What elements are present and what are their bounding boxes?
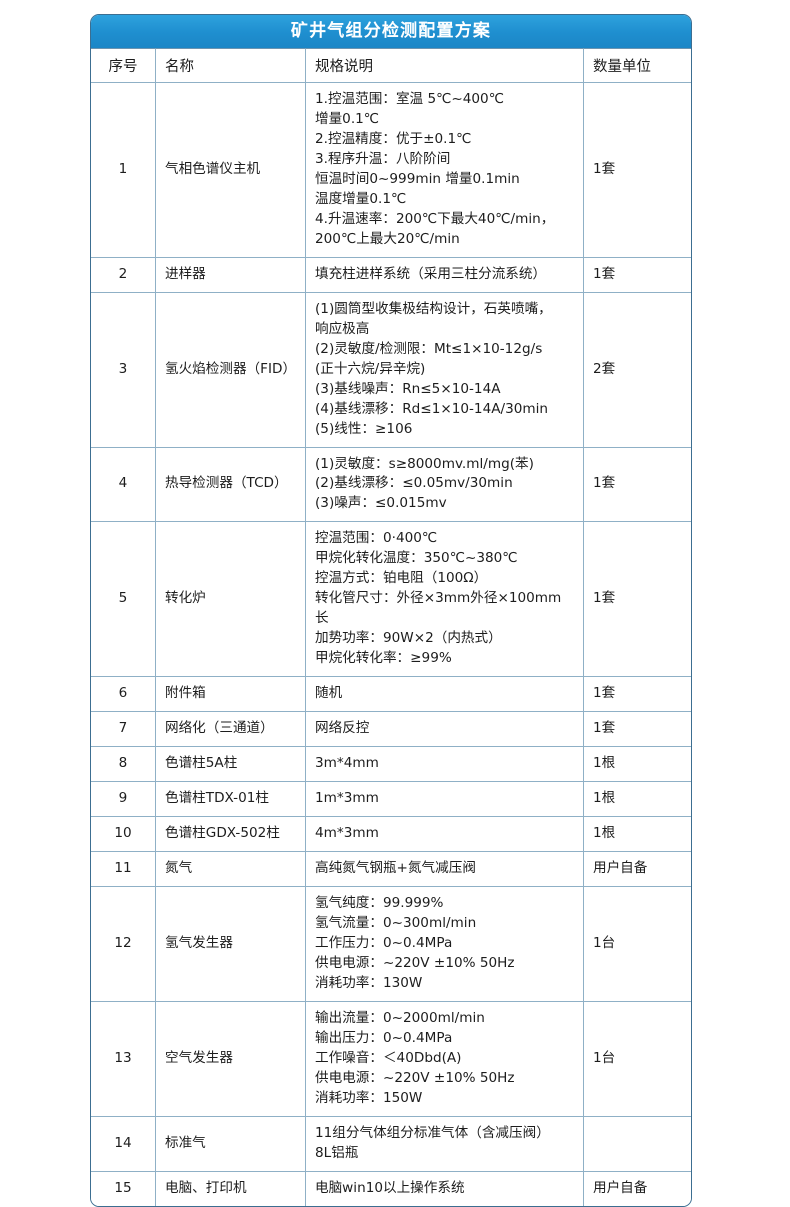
- cell-name: 热导检测器（TCD）: [156, 447, 306, 523]
- cell-name: 色谱柱GDX-502柱: [156, 817, 306, 853]
- cell-spec: 随机: [306, 677, 584, 713]
- table-row: 2 进样器 填充柱进样系统（采用三柱分流系统） 1套: [91, 257, 692, 293]
- cell-quantity: 1台: [584, 1001, 692, 1117]
- cell-quantity: 1套: [584, 447, 692, 523]
- configuration-spec-table: 矿井气组分检测配置方案 序号 名称 规格说明 数量单位 1 气相色谱仪主机 1.控温…: [90, 14, 693, 1207]
- table-row: 10 色谱柱GDX-502柱 4m*3mm 1根: [91, 817, 692, 853]
- cell-index: 4: [91, 447, 156, 523]
- page-container: 矿井气组分检测配置方案 序号 名称 规格说明 数量单位 1 气相色谱仪主机 1.控温…: [90, 14, 693, 1207]
- table-row: 6 附件箱 随机 1套: [91, 677, 692, 713]
- cell-name: 空气发生器: [156, 1001, 306, 1117]
- cell-quantity: 用户自备: [584, 852, 692, 887]
- cell-index: 3: [91, 292, 156, 448]
- cell-spec: 电脑win10以上操作系统: [306, 1171, 584, 1206]
- cell-name: 附件箱: [156, 677, 306, 713]
- cell-index: 5: [91, 522, 156, 678]
- cell-quantity: 1套: [584, 257, 692, 293]
- cell-index: 6: [91, 677, 156, 713]
- column-header-qty: 数量单位: [584, 48, 692, 83]
- cell-name: 色谱柱TDX-01柱: [156, 782, 306, 818]
- table-row: 9 色谱柱TDX-01柱 1m*3mm 1根: [91, 782, 692, 818]
- table-row: 5 转化炉 控温范围：0·400℃ 甲烷化转化温度：350℃~380℃ 控温方式：铂…: [91, 522, 692, 678]
- table-row: 8 色谱柱5A柱 3m*4mm 1根: [91, 747, 692, 783]
- table-row: 12 氢气发生器 氢气纯度：99.999% 氢气流量：0~300ml/min 工作压…: [91, 887, 692, 1002]
- cell-spec: 11组分气体组分标准气体（含减压阀） 8L铝瓶: [306, 1116, 584, 1172]
- column-header-name: 名称: [156, 48, 306, 83]
- cell-name: 转化炉: [156, 522, 306, 678]
- cell-name: 色谱柱5A柱: [156, 747, 306, 783]
- cell-index: 8: [91, 747, 156, 783]
- cell-index: 14: [91, 1116, 156, 1172]
- cell-index: 1: [91, 83, 156, 258]
- cell-index: 15: [91, 1171, 156, 1206]
- cell-index: 12: [91, 887, 156, 1002]
- table-row: 1 气相色谱仪主机 1.控温范围：室温 5℃~400℃ 增量0.1℃ 2.控温精度：…: [91, 83, 692, 258]
- cell-name: 氢气发生器: [156, 887, 306, 1002]
- table-row: 7 网络化（三通道） 网络反控 1套: [91, 712, 692, 748]
- table-row: 14 标准气 11组分气体组分标准气体（含减压阀） 8L铝瓶: [91, 1116, 692, 1172]
- cell-spec: 高纯氮气钢瓶+氮气减压阀: [306, 852, 584, 887]
- cell-name: 标准气: [156, 1116, 306, 1172]
- cell-spec: 1.控温范围：室温 5℃~400℃ 增量0.1℃ 2.控温精度：优于±0.1℃ …: [306, 83, 584, 258]
- table-banner-head: 矿井气组分检测配置方案: [91, 15, 692, 48]
- cell-index: 10: [91, 817, 156, 853]
- cell-quantity: 1根: [584, 782, 692, 818]
- table-body: 1 气相色谱仪主机 1.控温范围：室温 5℃~400℃ 增量0.1℃ 2.控温精度：…: [91, 83, 692, 1206]
- cell-quantity: 1套: [584, 677, 692, 713]
- cell-index: 7: [91, 712, 156, 748]
- cell-quantity: 1根: [584, 817, 692, 853]
- cell-name: 氮气: [156, 852, 306, 887]
- cell-quantity: 用户自备: [584, 1171, 692, 1206]
- cell-name: 电脑、打印机: [156, 1171, 306, 1206]
- cell-name: 网络化（三通道）: [156, 712, 306, 748]
- cell-quantity: 1套: [584, 712, 692, 748]
- cell-name: 氢火焰检测器（FID）: [156, 292, 306, 448]
- table-row: 11 氮气 高纯氮气钢瓶+氮气减压阀 用户自备: [91, 852, 692, 887]
- cell-index: 11: [91, 852, 156, 887]
- cell-spec: (1)灵敏度：s≥8000mv.ml/mg(苯) (2)基线漂移：≤0.05mv…: [306, 447, 584, 523]
- cell-quantity: 1套: [584, 522, 692, 678]
- cell-spec: 氢气纯度：99.999% 氢气流量：0~300ml/min 工作压力：0~0.4…: [306, 887, 584, 1002]
- column-header-spec: 规格说明: [306, 48, 584, 83]
- cell-spec: 输出流量：0~2000ml/min 输出压力：0~0.4MPa 工作噪音：＜40…: [306, 1001, 584, 1117]
- cell-spec: 控温范围：0·400℃ 甲烷化转化温度：350℃~380℃ 控温方式：铂电阻（1…: [306, 522, 584, 678]
- cell-index: 9: [91, 782, 156, 818]
- table-row: 4 热导检测器（TCD） (1)灵敏度：s≥8000mv.ml/mg(苯) (2)基…: [91, 447, 692, 523]
- table-row: 3 氢火焰检测器（FID） (1)圆筒型收集极结构设计，石英喷嘴， 响应极高 (2)…: [91, 292, 692, 448]
- cell-quantity: 1根: [584, 747, 692, 783]
- cell-name: 气相色谱仪主机: [156, 83, 306, 258]
- cell-index: 2: [91, 257, 156, 293]
- cell-index: 13: [91, 1001, 156, 1117]
- cell-spec: 填充柱进样系统（采用三柱分流系统）: [306, 257, 584, 293]
- column-header-index: 序号: [91, 48, 156, 83]
- cell-spec: 网络反控: [306, 712, 584, 748]
- cell-quantity: 2套: [584, 292, 692, 448]
- table-banner-cell: 矿井气组分检测配置方案: [91, 15, 692, 48]
- cell-spec: 1m*3mm: [306, 782, 584, 818]
- cell-quantity: 1台: [584, 887, 692, 1002]
- cell-spec: (1)圆筒型收集极结构设计，石英喷嘴， 响应极高 (2)灵敏度/检测限：Mt≤1…: [306, 292, 584, 448]
- cell-quantity: [584, 1116, 692, 1172]
- cell-spec: 3m*4mm: [306, 747, 584, 783]
- page-title: 矿井气组分检测配置方案: [91, 15, 692, 48]
- table-column-header: 序号 名称 规格说明 数量单位: [91, 48, 692, 83]
- cell-quantity: 1套: [584, 83, 692, 258]
- table-row: 15 电脑、打印机 电脑win10以上操作系统 用户自备: [91, 1171, 692, 1206]
- table-row: 13 空气发生器 输出流量：0~2000ml/min 输出压力：0~0.4MPa 工…: [91, 1001, 692, 1117]
- cell-spec: 4m*3mm: [306, 817, 584, 853]
- cell-name: 进样器: [156, 257, 306, 293]
